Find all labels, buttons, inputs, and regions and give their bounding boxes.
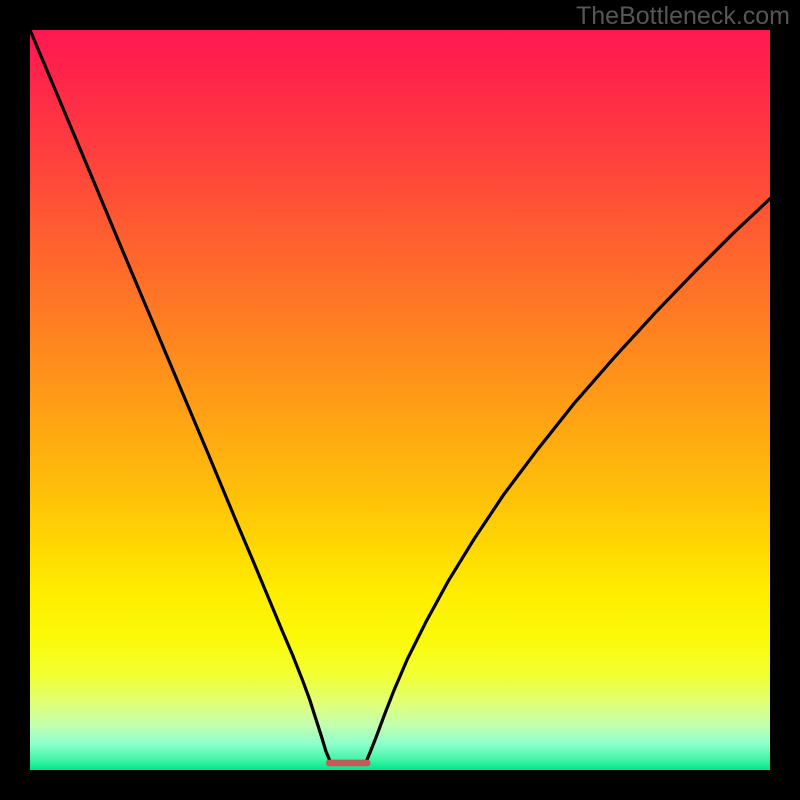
bottleneck-curve-chart (0, 0, 800, 800)
optimal-point-marker (326, 760, 370, 767)
gradient-background (30, 30, 770, 770)
watermark-text: TheBottleneck.com (576, 2, 790, 31)
